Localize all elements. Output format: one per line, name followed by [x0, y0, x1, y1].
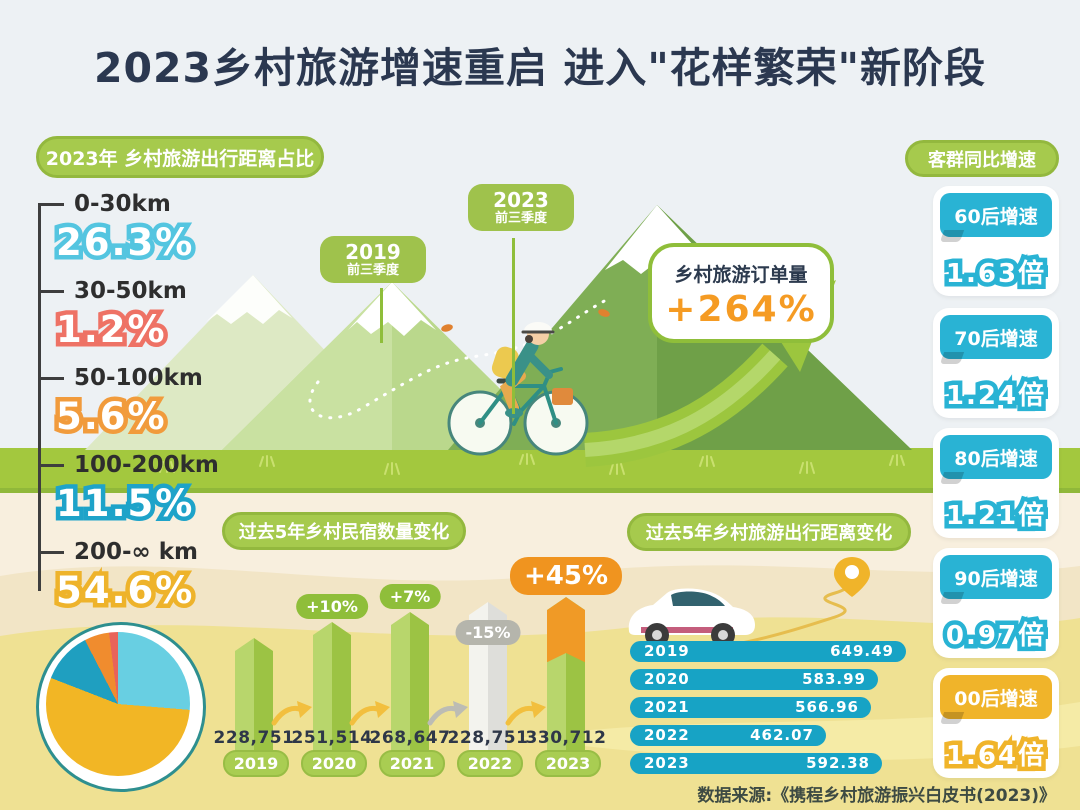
- growth-value-wrap: 1.63倍: [933, 253, 1059, 290]
- growth-ribbon-label: 60后增速: [940, 193, 1052, 237]
- change-badge: +45%: [509, 557, 623, 595]
- bar-year-pill: 2021: [379, 750, 445, 777]
- growth-arrow-icon: [505, 698, 547, 732]
- bubble-2019-year: 2019: [345, 240, 401, 264]
- hbar-value: 592.38: [806, 754, 870, 772]
- hbar-year: 2020: [644, 670, 690, 688]
- change-badge: -15%: [455, 620, 521, 645]
- homestay-chart-title: 过去5年乡村民宿数量变化: [222, 512, 466, 550]
- orders-growth-value: +264%: [665, 289, 817, 330]
- hbar-value: 566.96: [795, 698, 859, 716]
- orders-growth-bubble: 乡村旅游订单量 +264%: [648, 243, 834, 343]
- sidebar-growth-card: 70后增速 1.24倍: [933, 308, 1059, 418]
- grass-tufts: [159, 453, 1025, 475]
- growth-arrow-icon: [271, 698, 313, 732]
- growth-value-wrap: 0.97倍: [933, 615, 1059, 652]
- growth-value: 0.97倍: [946, 615, 1046, 652]
- data-source-note: 数据来源:《携程乡村旅游振兴白皮书(2023)》: [697, 786, 1056, 806]
- growth-value: 1.24倍: [946, 375, 1046, 412]
- cyclist-illustration: [447, 322, 589, 456]
- bar-year-pill: 2020: [301, 750, 367, 777]
- distance-hbar-chart: 2019 649.49 2020 583.99 2021 566.96 2022 462.07…: [630, 641, 915, 791]
- bar-value-label: 268,647: [369, 728, 451, 748]
- bar-value-label: 330,712: [525, 728, 607, 748]
- distance-tick: [38, 203, 64, 206]
- distance-share-header: 2023年 乡村旅游出行距离占比: [36, 136, 324, 178]
- distance-value: 1.2%: [56, 308, 167, 351]
- homestay-bar: [547, 597, 585, 760]
- dashed-trail: [308, 298, 608, 420]
- distance-range-label: 30-50km: [74, 278, 187, 304]
- distance-year-bar: 2022 462.07: [630, 725, 826, 746]
- distance-tick: [38, 551, 64, 554]
- bar-value-label: 228,751: [447, 728, 529, 748]
- sidebar-header: 客群同比增速: [905, 140, 1059, 177]
- hbar-year: 2019: [644, 642, 690, 660]
- growth-arrow-icon: [349, 698, 391, 732]
- distance-range-label: 200-∞ km: [74, 539, 198, 565]
- growth-ribbon-label: 90后增速: [940, 555, 1052, 599]
- distance-tick: [38, 290, 64, 293]
- bubble-2023-period: 前三季度: [494, 211, 547, 226]
- distance-value: 11.5%: [56, 482, 195, 525]
- hbar-year: 2022: [644, 726, 690, 744]
- distance-range-label: 100-200km: [74, 452, 219, 478]
- distance-range-label: 50-100km: [74, 365, 203, 391]
- bar-value-label: 228,751: [213, 728, 295, 748]
- distance-axis-line: [38, 205, 41, 591]
- hbar-value: 462.07: [750, 726, 814, 744]
- growth-value-wrap: 1.24倍: [933, 375, 1059, 412]
- distance-chart-title: 过去5年乡村旅游出行距离变化: [627, 513, 911, 551]
- growth-value: 1.63倍: [946, 253, 1046, 290]
- orders-growth-label: 乡村旅游订单量: [674, 264, 808, 286]
- bubble-2023: 2023 前三季度: [468, 184, 574, 231]
- distance-value: 26.3%: [56, 221, 195, 264]
- distance-year-bar: 2020 583.99: [630, 669, 878, 690]
- homestay-bar: [235, 638, 273, 760]
- bar-year-pill: 2023: [535, 750, 601, 777]
- route-path-and-pin: [740, 557, 870, 645]
- distance-year-bar: 2019 649.49: [630, 641, 906, 662]
- change-badge: +7%: [379, 584, 441, 609]
- bubble-2019-stem: [380, 288, 383, 343]
- homestay-bar: [391, 612, 429, 760]
- page-title: 2023乡村旅游增速重启 进入"花样繁荣"新阶段: [93, 44, 987, 92]
- homestay-bar: [313, 622, 351, 760]
- bar-year-pill: 2019: [223, 750, 289, 777]
- distance-tick: [38, 464, 64, 467]
- bubble-2019-period: 前三季度: [346, 263, 399, 278]
- distance-range-label: 0-30km: [74, 191, 171, 217]
- bar-value-label: 251,514: [291, 728, 373, 748]
- growth-ribbon-label: 00后增速: [940, 675, 1052, 719]
- sidebar-growth-card: 90后增速 0.97倍: [933, 548, 1059, 658]
- bubble-2023-stem: [512, 238, 515, 414]
- distance-tick: [38, 377, 64, 380]
- change-badge: +10%: [296, 594, 368, 619]
- growth-value-wrap: 1.64倍: [933, 735, 1059, 772]
- distance-value: 5.6%: [56, 395, 167, 438]
- growth-value: 1.21倍: [946, 495, 1046, 532]
- growth-ribbon-label: 80后增速: [940, 435, 1052, 479]
- sidebar-growth-card: 00后增速 1.64倍: [933, 668, 1059, 778]
- bar-year-pill: 2022: [457, 750, 523, 777]
- homestay-bar-chart: 228,751 2019 +10% 251,514 2020 +7% 268,647 2021…: [214, 550, 623, 790]
- bubble-2019: 2019 前三季度: [320, 236, 426, 283]
- growth-value: 1.64倍: [946, 735, 1046, 772]
- growth-ribbon-label: 70后增速: [940, 315, 1052, 359]
- sidebar-growth-card: 60后增速 1.63倍: [933, 186, 1059, 296]
- growth-value-wrap: 1.21倍: [933, 495, 1059, 532]
- bubble-2023-year: 2023: [493, 188, 549, 212]
- distance-year-bar: 2023 592.38: [630, 753, 882, 774]
- hbar-year: 2023: [644, 754, 690, 772]
- hbar-value: 649.49: [830, 642, 894, 660]
- hbar-year: 2021: [644, 698, 690, 716]
- distance-share-pie-ring: [36, 622, 206, 792]
- distance-share-pie: [46, 632, 190, 776]
- growth-arrow-icon: [427, 698, 469, 732]
- sidebar-growth-card: 80后增速 1.21倍: [933, 428, 1059, 538]
- distance-value: 54.6%: [56, 569, 195, 612]
- distance-year-bar: 2021 566.96: [630, 697, 871, 718]
- hbar-value: 583.99: [802, 670, 866, 688]
